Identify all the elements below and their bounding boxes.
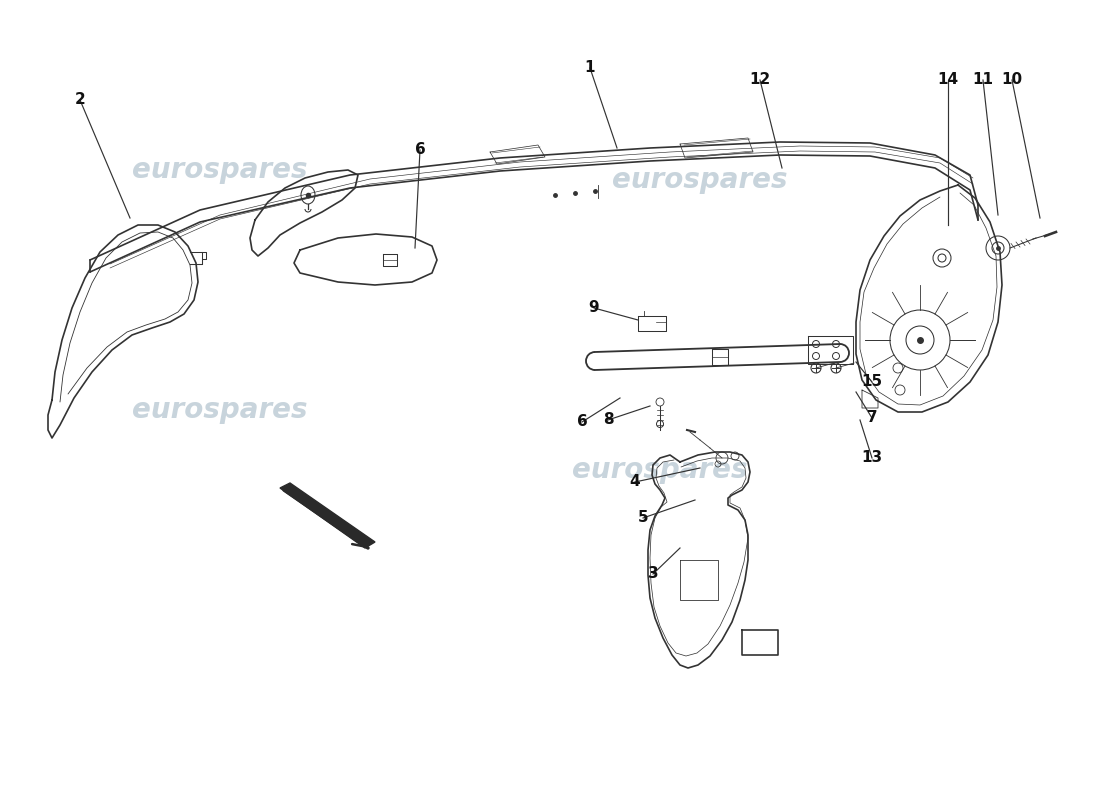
Text: eurospares: eurospares bbox=[613, 166, 788, 194]
Text: 3: 3 bbox=[648, 566, 658, 582]
Text: 1: 1 bbox=[585, 61, 595, 75]
Text: eurospares: eurospares bbox=[132, 156, 308, 184]
Text: 8: 8 bbox=[603, 413, 614, 427]
Text: eurospares: eurospares bbox=[132, 396, 308, 424]
Text: 6: 6 bbox=[576, 414, 587, 430]
Text: 13: 13 bbox=[861, 450, 882, 466]
Text: 7: 7 bbox=[867, 410, 878, 426]
Text: 10: 10 bbox=[1001, 73, 1023, 87]
Polygon shape bbox=[280, 483, 375, 548]
Text: 4: 4 bbox=[629, 474, 640, 490]
Text: 9: 9 bbox=[588, 301, 600, 315]
Text: 5: 5 bbox=[638, 510, 648, 526]
Text: 12: 12 bbox=[749, 73, 771, 87]
Text: 14: 14 bbox=[937, 73, 958, 87]
Text: 2: 2 bbox=[75, 93, 86, 107]
Text: 11: 11 bbox=[972, 73, 993, 87]
Text: 6: 6 bbox=[415, 142, 426, 158]
Text: 15: 15 bbox=[861, 374, 882, 390]
Text: eurospares: eurospares bbox=[572, 456, 748, 484]
